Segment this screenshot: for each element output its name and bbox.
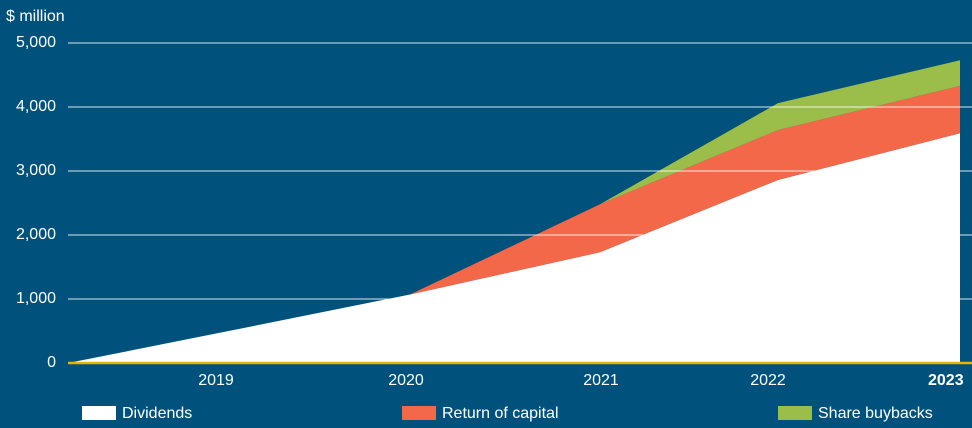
y-tick-label: 0 — [47, 354, 56, 371]
area — [68, 85, 960, 363]
legend-swatch — [82, 406, 116, 420]
x-tick-label: 2019 — [198, 372, 234, 389]
y-tick-label: 3,000 — [16, 162, 56, 179]
y-tick-label: 5,000 — [16, 34, 56, 51]
legend-label: Return of capital — [442, 405, 559, 422]
x-tick-label: 2021 — [583, 372, 619, 389]
legend-label: Dividends — [122, 405, 192, 422]
area — [68, 133, 960, 363]
legend-swatch — [402, 406, 436, 420]
x-tick-label: 2022 — [750, 372, 786, 389]
y-tick-label: 4,000 — [16, 98, 56, 115]
x-tick-label: 2020 — [388, 372, 424, 389]
area — [68, 60, 960, 363]
y-tick-label: 1,000 — [16, 290, 56, 307]
y-axis-label: $ million — [6, 8, 65, 25]
legend-label: Share buybacks — [818, 405, 933, 422]
x-tick-label: 2023 — [928, 372, 964, 389]
legend-swatch — [778, 406, 812, 420]
y-tick-label: 2,000 — [16, 226, 56, 243]
